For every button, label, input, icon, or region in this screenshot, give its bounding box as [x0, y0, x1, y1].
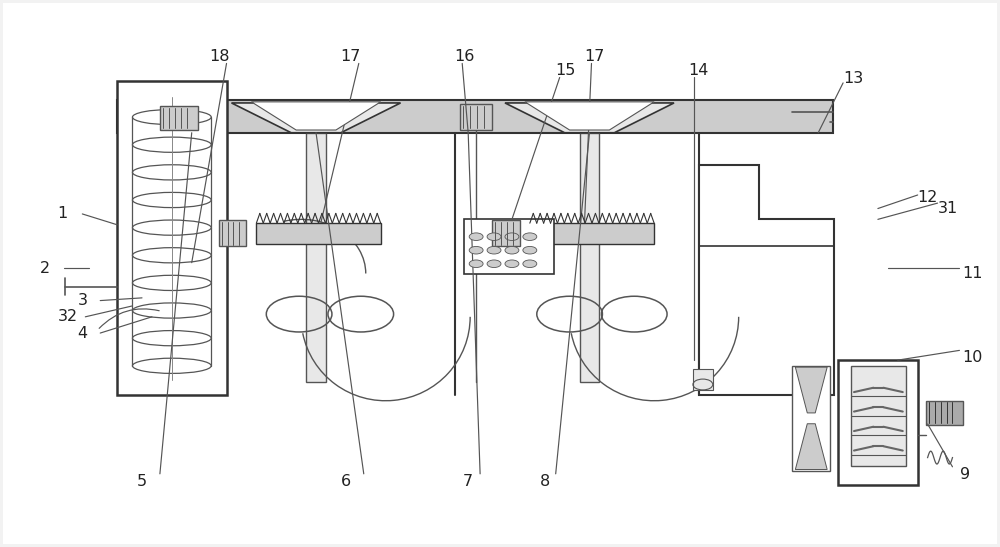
- Bar: [219, 220, 246, 247]
- Text: 18: 18: [209, 49, 230, 65]
- Text: 14: 14: [689, 63, 709, 78]
- Polygon shape: [525, 102, 654, 130]
- Bar: [699, 247, 834, 395]
- Text: 6: 6: [341, 474, 351, 490]
- Text: 11: 11: [962, 266, 983, 281]
- Text: 5: 5: [137, 474, 147, 490]
- Text: 1: 1: [57, 206, 68, 222]
- Text: 10: 10: [962, 350, 983, 365]
- Circle shape: [505, 233, 519, 241]
- Text: 9: 9: [960, 468, 970, 482]
- Text: 2: 2: [39, 260, 50, 276]
- Circle shape: [505, 247, 519, 254]
- Polygon shape: [795, 424, 827, 469]
- Polygon shape: [505, 103, 674, 133]
- Bar: [464, 219, 554, 274]
- Text: 32: 32: [57, 309, 77, 324]
- Text: 13: 13: [843, 71, 863, 86]
- Text: 4: 4: [77, 325, 87, 341]
- Bar: [306, 133, 326, 382]
- Bar: [792, 365, 830, 471]
- Text: 7: 7: [463, 474, 473, 490]
- Circle shape: [487, 260, 501, 267]
- Bar: [492, 220, 520, 247]
- Text: 16: 16: [454, 49, 474, 65]
- Bar: [160, 106, 198, 130]
- Text: 3: 3: [77, 293, 87, 308]
- Bar: [926, 401, 963, 425]
- Bar: [117, 82, 227, 395]
- Text: 12: 12: [917, 190, 938, 205]
- Text: 15: 15: [555, 63, 576, 78]
- Circle shape: [487, 247, 501, 254]
- Circle shape: [469, 247, 483, 254]
- Circle shape: [469, 233, 483, 241]
- Circle shape: [505, 260, 519, 267]
- Text: 8: 8: [540, 474, 550, 490]
- Bar: [838, 360, 918, 485]
- Bar: [580, 133, 599, 382]
- Polygon shape: [699, 165, 834, 395]
- Text: 17: 17: [341, 49, 361, 65]
- Circle shape: [523, 233, 537, 241]
- Circle shape: [523, 247, 537, 254]
- Circle shape: [469, 260, 483, 267]
- Bar: [460, 104, 492, 130]
- Polygon shape: [231, 103, 401, 133]
- Circle shape: [523, 260, 537, 267]
- Circle shape: [487, 233, 501, 241]
- Bar: [530, 223, 654, 244]
- Polygon shape: [251, 102, 381, 130]
- Text: 31: 31: [937, 201, 958, 216]
- Polygon shape: [795, 367, 827, 413]
- Bar: [693, 369, 713, 390]
- Bar: [117, 82, 833, 395]
- Bar: [256, 223, 381, 244]
- Bar: [117, 100, 833, 133]
- Bar: [851, 365, 906, 465]
- Text: 17: 17: [584, 49, 605, 65]
